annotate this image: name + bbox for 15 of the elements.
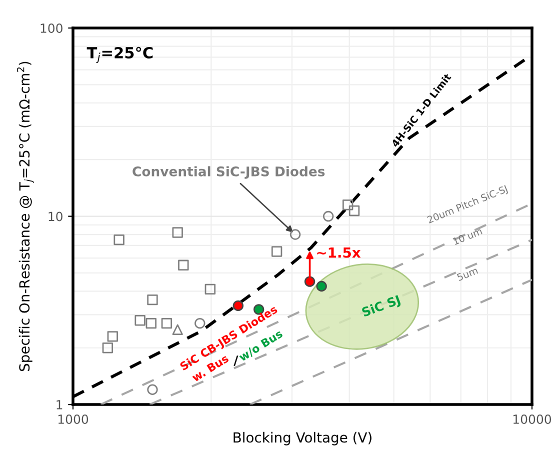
y-axis-title: Specific On-Resistance @ T$_{j}$=25°C (mΩ-cm$^{2}$) xyxy=(16,62,34,372)
annotation: 10 um xyxy=(452,227,482,246)
annotation: ~1.5x xyxy=(317,247,361,258)
x-tick-label: 1000 xyxy=(58,414,88,424)
y-tick-label: 10 xyxy=(48,212,62,222)
annotation: 20um Pitch SiC-SJ xyxy=(426,184,508,226)
x-axis-title: Blocking Voltage (V) xyxy=(234,432,372,446)
annotation: Convential SiC-JBS Diodes xyxy=(132,166,325,179)
y-tick-label: 100 xyxy=(40,23,62,33)
annotation: SiC SJ xyxy=(361,294,402,320)
annotation: 5um xyxy=(456,266,478,282)
y-tick-label: 1 xyxy=(56,400,62,410)
annotation: / xyxy=(234,356,238,366)
annotation: T$_{j}$=25°C xyxy=(86,46,153,64)
x-tick-label: 10000 xyxy=(513,414,552,424)
